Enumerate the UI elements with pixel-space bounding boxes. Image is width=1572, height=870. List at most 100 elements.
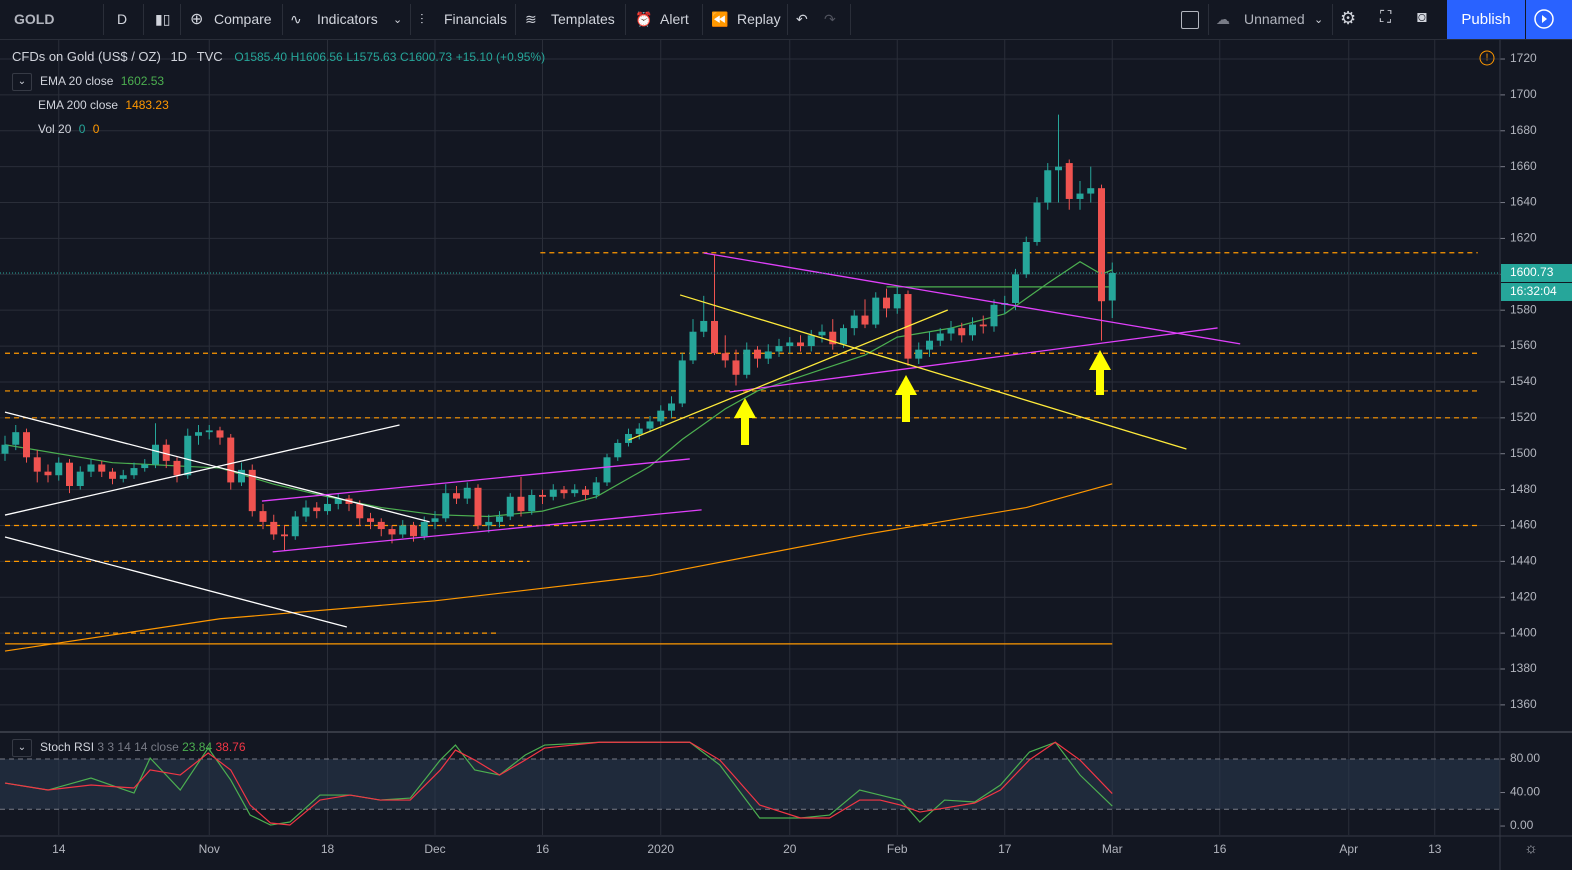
candle-body bbox=[453, 493, 460, 499]
y-tick-label: 1420 bbox=[1510, 589, 1537, 603]
y-tick-label: 1560 bbox=[1510, 338, 1537, 352]
publish-button[interactable]: Publish bbox=[1447, 0, 1525, 39]
indicators-button[interactable]: Indicators bbox=[317, 11, 378, 27]
publish-menu-icon bbox=[1534, 9, 1554, 29]
candle-body bbox=[23, 432, 30, 458]
legend-indicator: ⌄ EMA 20 close 1602.53 bbox=[12, 72, 545, 96]
candle-body bbox=[496, 516, 503, 522]
y-tick-label: 1580 bbox=[1510, 302, 1537, 316]
fullscreen-button[interactable]: ⛶ bbox=[1380, 9, 1392, 26]
alert-button[interactable]: Alert bbox=[660, 11, 689, 27]
stoch-legend: ⌄ Stoch RSI 3 3 14 14 close 23.84 38.76 bbox=[12, 739, 246, 757]
toolbar: GOLD D ▮▯ ⊕ Compare ∿ Indicators ⌄ ⫶ Fin… bbox=[0, 0, 1572, 40]
candle-body bbox=[152, 444, 159, 465]
candle-body bbox=[248, 469, 256, 512]
candle-body bbox=[517, 496, 525, 512]
candle-body bbox=[87, 464, 95, 472]
legend-title: CFDs on Gold (US$ / OZ) bbox=[12, 49, 161, 64]
time-axis-settings[interactable]: ☼ bbox=[1524, 840, 1538, 857]
layout-name[interactable]: Unnamed bbox=[1244, 11, 1305, 27]
financials-icon[interactable]: ⫶ bbox=[420, 11, 424, 27]
legend-indicator: EMA 200 close 1483.23 bbox=[12, 96, 545, 120]
candle-body bbox=[195, 432, 202, 436]
candle-body bbox=[141, 464, 149, 469]
x-tick-label: 18 bbox=[321, 842, 335, 856]
stoch-k-value: 23.84 bbox=[182, 740, 213, 755]
candle-body bbox=[775, 346, 783, 352]
financials-button[interactable]: Financials bbox=[444, 11, 508, 27]
stoch-title: Stoch RSI bbox=[40, 740, 95, 755]
candle-body bbox=[893, 294, 901, 309]
dropdown-icon[interactable]: ⌄ bbox=[1314, 14, 1324, 26]
trendline bbox=[679, 294, 1187, 450]
candle-body bbox=[313, 507, 321, 512]
candle-body bbox=[324, 503, 331, 512]
y-tick-label: 1540 bbox=[1510, 374, 1537, 388]
candle-body bbox=[700, 320, 708, 332]
compare-icon[interactable]: ⊕ bbox=[190, 11, 204, 28]
indicators-icon[interactable]: ∿ bbox=[290, 11, 302, 27]
settings-button[interactable]: ⚙ bbox=[1340, 8, 1357, 28]
y-tick-label: 80.00 bbox=[1510, 751, 1540, 765]
y-tick-label: 1660 bbox=[1510, 159, 1537, 173]
trendline bbox=[4, 536, 348, 628]
trendline bbox=[261, 458, 690, 502]
y-tick-label: 1360 bbox=[1510, 697, 1537, 711]
candle-body bbox=[818, 331, 826, 336]
alert-icon[interactable]: ⏰ bbox=[635, 11, 653, 27]
chart-style-icon[interactable]: ▮▯ bbox=[155, 11, 171, 27]
collapse-button[interactable]: ⌄ bbox=[12, 739, 32, 757]
candle-body bbox=[1044, 170, 1052, 203]
dropdown-icon[interactable]: ⌄ bbox=[393, 14, 403, 26]
candle-body bbox=[76, 471, 84, 487]
candle-body bbox=[474, 487, 482, 526]
stoch-params: 3 3 14 14 close bbox=[97, 740, 179, 755]
indicator-value: 0 bbox=[92, 122, 100, 136]
replay-icon[interactable]: ⏪ bbox=[711, 11, 729, 27]
candle-body bbox=[442, 493, 450, 519]
candle-body bbox=[872, 297, 880, 325]
candle-body bbox=[582, 489, 589, 495]
candle-body bbox=[410, 525, 417, 537]
candle-body bbox=[979, 324, 987, 327]
symbol[interactable]: GOLD bbox=[14, 11, 55, 27]
templates-icon[interactable]: ≋ bbox=[525, 11, 537, 27]
redo-button[interactable]: ↷ bbox=[824, 11, 836, 27]
templates-button[interactable]: Templates bbox=[551, 11, 615, 27]
trendline bbox=[628, 309, 949, 441]
candle-body bbox=[302, 507, 310, 517]
candle-body bbox=[216, 430, 224, 438]
candle-body bbox=[969, 324, 976, 336]
y-tick-label: 1400 bbox=[1510, 625, 1537, 639]
compare-button[interactable]: Compare bbox=[214, 11, 272, 27]
x-tick-label: 16 bbox=[536, 842, 550, 856]
candle-body bbox=[1076, 193, 1084, 199]
candle-body bbox=[689, 331, 697, 361]
snapshot-button[interactable]: ◙ bbox=[1417, 9, 1427, 26]
cloud-icon[interactable]: ☁ bbox=[1216, 11, 1230, 27]
candle-body bbox=[33, 457, 41, 472]
candle-body bbox=[55, 462, 63, 476]
candle-body bbox=[840, 328, 847, 345]
candle-body bbox=[560, 489, 568, 494]
legend-low: L1575.63 bbox=[346, 50, 397, 64]
y-tick-label: 1640 bbox=[1510, 195, 1537, 209]
x-tick-label: 2020 bbox=[647, 842, 674, 856]
warning-icon[interactable] bbox=[1479, 50, 1495, 66]
legend-indicator: Vol 20 0 0 bbox=[12, 120, 545, 144]
interval[interactable]: D bbox=[117, 11, 128, 27]
last-price-label: 1600.73 bbox=[1510, 265, 1554, 279]
publish-menu[interactable] bbox=[1526, 0, 1572, 39]
candle-body bbox=[270, 521, 278, 535]
undo-button[interactable]: ↶ bbox=[796, 11, 808, 27]
candle-body bbox=[678, 360, 686, 404]
x-tick-label: 14 bbox=[52, 842, 66, 856]
replay-button[interactable]: Replay bbox=[737, 11, 781, 27]
y-tick-label: 1380 bbox=[1510, 661, 1537, 675]
candle-body bbox=[711, 320, 718, 354]
select-box[interactable] bbox=[1181, 11, 1199, 29]
collapse-button[interactable]: ⌄ bbox=[12, 72, 32, 91]
candle-body bbox=[485, 521, 493, 526]
